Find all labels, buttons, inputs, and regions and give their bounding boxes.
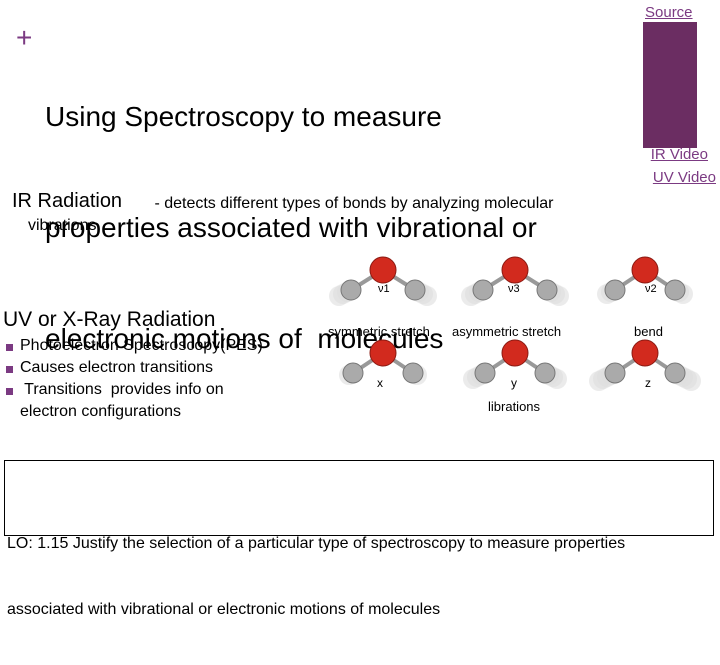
molecule-part (536, 279, 558, 301)
title-marker: + (16, 22, 33, 53)
title: Using Spectroscopy to measure properties… (45, 24, 537, 431)
vibration-figure: ν1 ν3 ν2 symmetric stretch asymmetric st… (328, 256, 701, 414)
uv-heading: UV or X-Ray Radiation (3, 308, 216, 331)
source-link[interactable]: Source (645, 4, 693, 21)
bullet: Causes electron transitions (20, 359, 213, 376)
molecule-part (369, 339, 397, 367)
molecule-part (604, 362, 626, 384)
molecule-part (369, 256, 397, 284)
molecule-part (501, 256, 529, 284)
ir-text: vibrations (28, 217, 97, 234)
bullet-marker (6, 366, 13, 373)
molecule-part (631, 339, 659, 367)
figure-caption: librations (488, 399, 541, 414)
objective-box (4, 460, 714, 536)
molecule-part (402, 362, 424, 384)
molecule-part (474, 362, 496, 384)
bullet-marker (6, 388, 13, 395)
bullet-marker (6, 344, 13, 351)
molecules (329, 256, 701, 391)
mode-label: ν3 (508, 283, 520, 295)
mode-name: asymmetric stretch (452, 324, 561, 339)
objective-line: LO: 1.15 Justify the selection of a part… (7, 535, 626, 552)
ir-text: - detects different types of bonds by an… (150, 195, 554, 212)
objective-line: associated with vibrational or electroni… (7, 601, 441, 618)
molecule-part (404, 279, 426, 301)
axis-label: z (645, 376, 651, 390)
uv-video-link[interactable]: UV Video (652, 169, 716, 186)
objective: LO: 1.15 Justify the selection of a part… (7, 489, 625, 665)
mode-label: ν2 (645, 283, 657, 295)
molecule-part (664, 362, 686, 384)
video-thumbnail[interactable] (643, 22, 697, 148)
ir-heading: IR Radiation (12, 190, 123, 212)
title-line: electronic motions of molecules (45, 323, 444, 354)
title-line: properties associated with vibrational o… (45, 212, 537, 243)
bullet: Transitions provides info on (20, 381, 224, 398)
molecule-part (604, 279, 626, 301)
molecule-part (501, 339, 529, 367)
ir-video-link[interactable]: IR Video (650, 146, 708, 163)
title-line: Using Spectroscopy to measure (45, 101, 442, 132)
molecule-part (340, 279, 362, 301)
mode-name: bend (634, 324, 663, 339)
bullet: Photoelectron Spectroscopy(PES) (20, 337, 263, 354)
molecule-part (664, 279, 686, 301)
mode-label: ν1 (378, 283, 390, 295)
bullet: electron configurations (20, 403, 181, 420)
molecule-part (534, 362, 556, 384)
axis-label: y (511, 376, 517, 390)
mode-name: symmetric stretch (328, 324, 430, 339)
molecule-part (342, 362, 364, 384)
axis-label: x (377, 376, 383, 390)
molecule-part (472, 279, 494, 301)
molecule-part (631, 256, 659, 284)
slide: + Using Spectroscopy to measure properti… (3, 4, 716, 618)
